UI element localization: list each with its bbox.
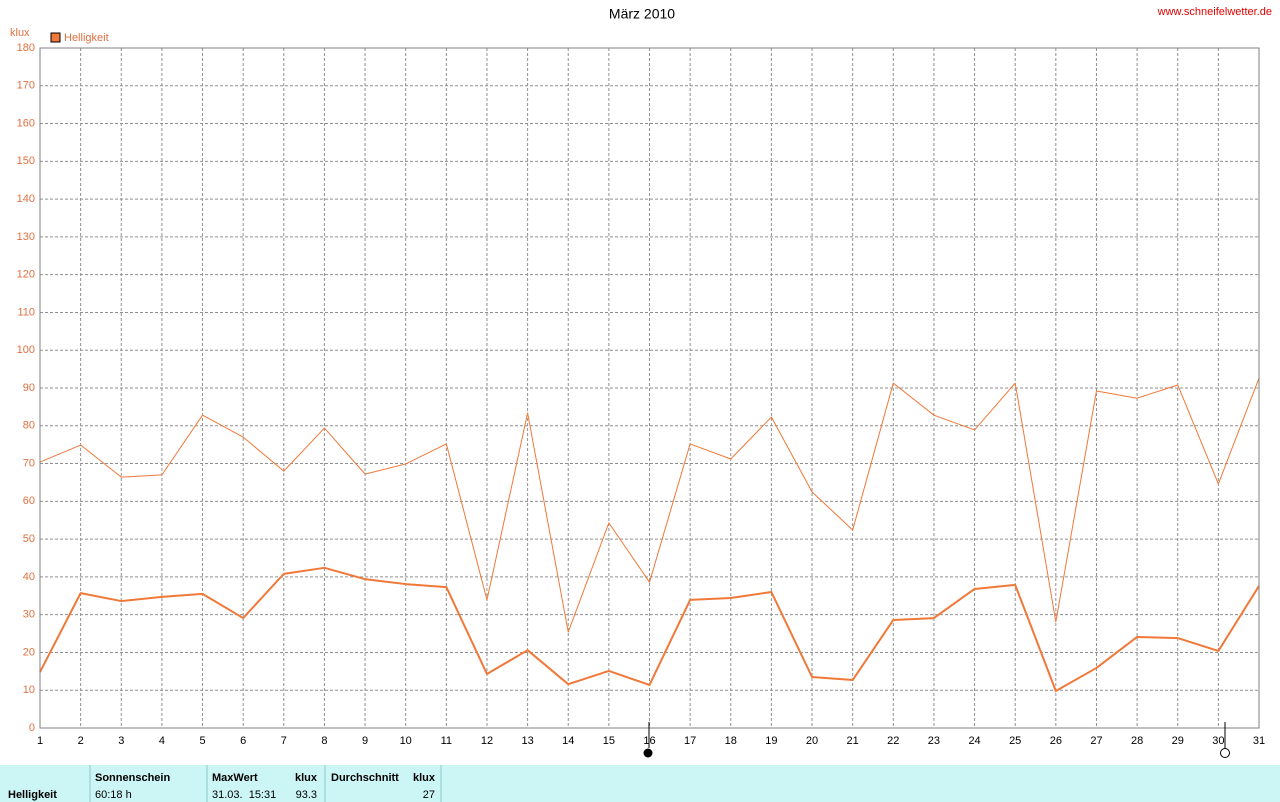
y-tick-label: 80 (23, 420, 35, 432)
data-line (39, 377, 1260, 633)
y-tick-label: 110 (17, 306, 35, 318)
table-dividers (89, 765, 442, 802)
x-tick-label: 4 (159, 735, 165, 747)
x-tick-label: 30 (1212, 735, 1224, 747)
x-tick-label: 29 (1172, 735, 1184, 747)
full-moon (1220, 748, 1230, 758)
x-tick-label: 13 (521, 735, 533, 747)
x-tick-label: 26 (1050, 735, 1062, 747)
x-tick-label: 2 (78, 735, 84, 747)
x-tick-label: 12 (481, 735, 493, 747)
y-tick-label: 30 (23, 609, 35, 621)
x-tick-label: 23 (928, 735, 940, 747)
x-tick-label: 8 (321, 735, 327, 747)
table-cell: 27 (423, 789, 435, 801)
x-tick-label: 3 (118, 735, 124, 747)
x-tick-label: 22 (887, 735, 899, 747)
x-tick-label: 20 (806, 735, 818, 747)
chart-title: März 2010 (609, 6, 675, 22)
y-tick-label: 70 (23, 457, 35, 469)
x-tick-label: 7 (281, 735, 287, 747)
y-tick-label: 150 (17, 155, 35, 167)
x-tick-label: 31 (1253, 735, 1265, 747)
x-tick-label: 28 (1131, 735, 1143, 747)
source: www.schneifelwetter.de (1157, 6, 1272, 18)
table-header: klux (413, 772, 436, 784)
new-moon (643, 748, 653, 758)
x-tick-label: 15 (603, 735, 615, 747)
summary-table (0, 765, 1280, 802)
table-cell: 60:18 h (95, 789, 132, 801)
table-header: Durchschnitt (331, 772, 399, 784)
table-header: MaxWert (212, 772, 258, 784)
x-tick-label: 14 (562, 735, 574, 747)
x-tick-label: 24 (968, 735, 980, 747)
y-tick-label: 180 (17, 42, 35, 54)
table-cell: 31.03. 15:31 (212, 789, 276, 801)
x-tick-label: 19 (765, 735, 777, 747)
table-cell: 93.3 (296, 789, 317, 801)
table-header: Sonnenschein (95, 772, 170, 784)
y-tick-label: 170 (17, 80, 35, 92)
table-header: klux (295, 772, 318, 784)
x-tick-label: 27 (1090, 735, 1102, 747)
y-tick-label: 10 (23, 684, 35, 696)
y-tick-label: 130 (17, 231, 35, 243)
data-line (39, 566, 1260, 692)
legend-label: Helligkeit (64, 32, 109, 44)
y-axis-label: klux (10, 27, 30, 39)
y-tick-label: 160 (17, 117, 35, 129)
x-tick-label: 5 (199, 735, 205, 747)
table-row-label: Helligkeit (8, 789, 57, 801)
x-tick-label: 18 (725, 735, 737, 747)
y-tick-label: 40 (23, 571, 35, 583)
x-tick-label: 21 (847, 735, 859, 747)
y-tick-label: 0 (29, 722, 35, 734)
y-tick-label: 100 (17, 344, 35, 356)
x-tick-label: 25 (1009, 735, 1021, 747)
y-tick-label: 60 (23, 495, 35, 507)
y-tick-label: 90 (23, 382, 35, 394)
y-tick-label: 50 (23, 533, 35, 545)
y-tick-label: 20 (23, 646, 35, 658)
y-tick-label: 120 (17, 269, 35, 281)
x-tick-label: 9 (362, 735, 368, 747)
x-tick-label: 11 (441, 735, 452, 747)
y-tick-label: 140 (17, 193, 35, 205)
x-tick-label: 10 (400, 735, 412, 747)
x-tick-label: 17 (684, 735, 696, 747)
x-tick-label: 6 (240, 735, 246, 747)
x-tick-label: 1 (37, 735, 43, 747)
legend-swatch (50, 32, 61, 43)
